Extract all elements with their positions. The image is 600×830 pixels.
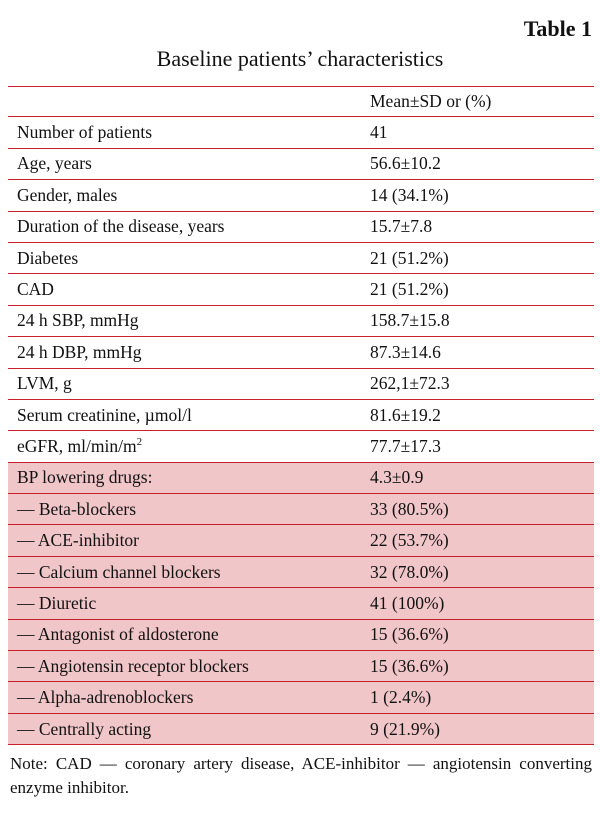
table-row: — Calcium channel blockers 32 (78.0%) [8, 556, 594, 589]
row-value: 262,1±72.3 [370, 373, 450, 394]
row-label: Duration of the disease, years [17, 216, 225, 237]
row-label: — Angiotensin receptor blockers [17, 655, 249, 676]
table-row: — Centrally acting 9 (21.9%) [8, 713, 594, 746]
table-row: — Diuretic 41 (100%) [8, 588, 594, 620]
row-label-superscript: 2 [136, 436, 143, 449]
row-value: 32 (78.0%) [370, 561, 449, 582]
characteristics-table: Mean±SD or (%) Number of patients 41 Age… [8, 86, 594, 746]
row-value: 21 (51.2%) [370, 247, 449, 268]
table-row: Gender, males 14 (34.1%) [8, 180, 594, 212]
row-value: 87.3±14.6 [370, 341, 441, 362]
table-row: — Beta-blockers 33 (80.5%) [8, 494, 594, 526]
row-value: 1 (2.4%) [370, 687, 432, 708]
table-row: 24 h SBP, mmHg 158.7±15.8 [8, 306, 594, 338]
row-value: 21 (51.2%) [370, 279, 449, 300]
row-value: 4.3±0.9 [370, 467, 424, 488]
row-label: BP lowering drugs: [17, 467, 153, 488]
table-number: Table 1 [523, 16, 592, 41]
table-row: BP lowering drugs: 4.3±0.9 [8, 462, 594, 495]
table-row: LVM, g 262,1±72.3 [8, 369, 594, 400]
row-value: 9 (21.9%) [370, 718, 440, 739]
row-value: 22 (53.7%) [370, 530, 449, 551]
row-value: 15 (36.6%) [370, 624, 449, 645]
table-row: — Antagonist of aldosterone 15 (36.6%) [8, 619, 594, 652]
row-value: 41 [370, 122, 388, 143]
table-row: Number of patients 41 [8, 117, 594, 149]
table-row: Serum creatinine, µmol/l 81.6±19.2 [8, 400, 594, 432]
row-label: Serum creatinine, µmol/l [17, 404, 192, 425]
row-value: 41 (100%) [370, 592, 445, 613]
table-row: — ACE-inhibitor 22 (53.7%) [8, 525, 594, 557]
table-row: — Alpha-adrenoblockers 1 (2.4%) [8, 682, 594, 714]
row-label: CAD [17, 279, 54, 300]
row-label: eGFR, ml/min/m2 [8, 436, 363, 457]
row-value: 77.7±17.3 [370, 435, 441, 456]
row-label: LVM, g [17, 373, 72, 394]
row-value: 15.7±7.8 [370, 216, 433, 237]
row-label-main: eGFR, ml/min/m [17, 435, 137, 456]
table-row: — Angiotensin receptor blockers 15 (36.6… [8, 651, 594, 683]
row-value: 14 (34.1%) [370, 184, 449, 205]
table-row: Diabetes 21 (51.2%) [8, 243, 594, 275]
row-value: 33 (80.5%) [370, 498, 449, 519]
table-header-row: Mean±SD or (%) [8, 86, 594, 118]
row-value: 15 (36.6%) [370, 655, 449, 676]
table-row: Age, years 56.6±10.2 [8, 149, 594, 181]
row-label: Number of patients [17, 122, 153, 143]
row-value: 56.6±10.2 [370, 153, 441, 174]
row-label: — Calcium channel blockers [17, 561, 221, 582]
table-footnote: Note: CAD — coronary artery disease, ACE… [10, 754, 592, 797]
header-value-cell: Mean±SD or (%) [370, 91, 492, 112]
row-label: — ACE-inhibitor [17, 530, 140, 551]
row-label: Age, years [17, 153, 92, 174]
row-label: — Beta-blockers [17, 498, 137, 519]
row-value: 158.7±15.8 [370, 310, 450, 331]
row-value: 81.6±19.2 [370, 404, 441, 425]
row-label: — Antagonist of aldosterone [17, 624, 219, 645]
row-label: 24 h DBP, mmHg [17, 341, 142, 362]
row-label: — Centrally acting [17, 718, 152, 739]
table-row: eGFR, ml/min/m2 77.7±17.3 [8, 431, 594, 463]
table-title: Baseline patients’ characteristics [156, 46, 444, 71]
row-label: 24 h SBP, mmHg [17, 310, 139, 331]
table-row: 24 h DBP, mmHg 87.3±14.6 [8, 337, 594, 369]
row-label: Diabetes [17, 247, 79, 268]
row-label: Gender, males [17, 184, 118, 205]
table-row: CAD 21 (51.2%) [8, 274, 594, 306]
table-row: Duration of the disease, years 15.7±7.8 [8, 212, 594, 243]
row-label: — Diuretic [17, 592, 97, 613]
row-label: — Alpha-adrenoblockers [17, 687, 194, 708]
